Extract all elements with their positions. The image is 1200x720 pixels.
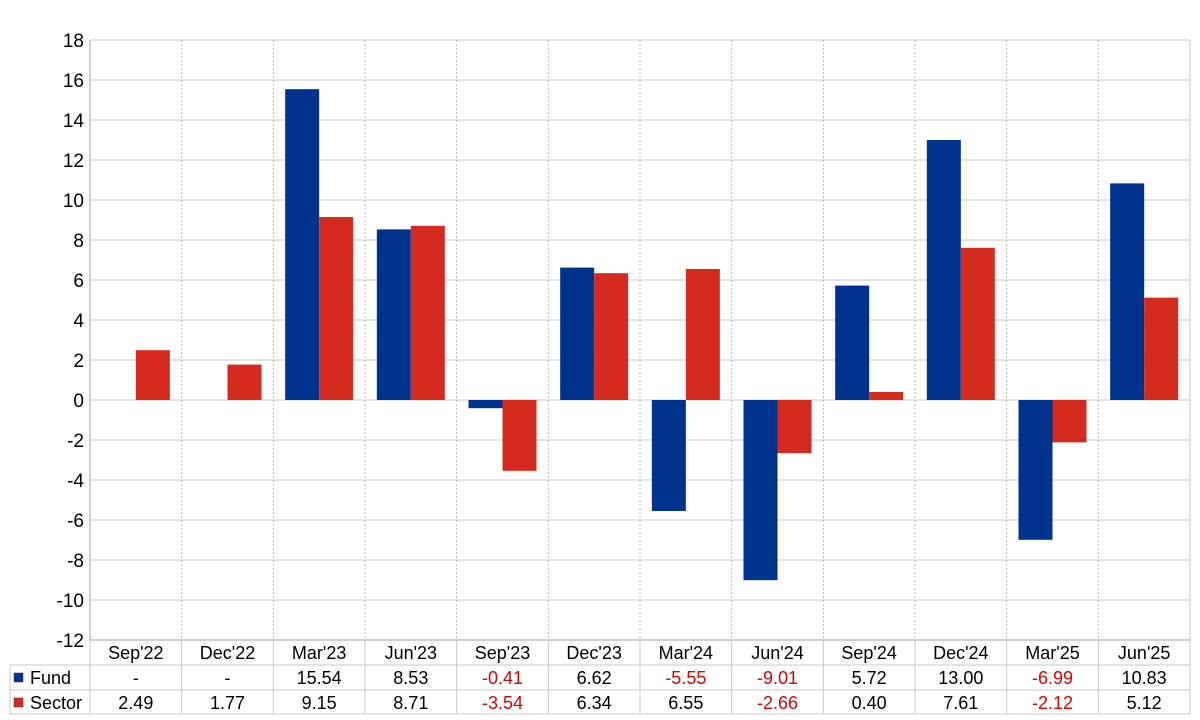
y-tick-label: 6	[73, 271, 84, 292]
bar-sector-1	[227, 364, 262, 400]
y-tick-label: 4	[73, 311, 84, 332]
x-tick-label: Dec'22	[200, 643, 255, 663]
bar-sector-6	[685, 269, 720, 400]
y-tick-label: 14	[63, 111, 85, 132]
data-table: Sep'22 Dec'22 Mar'23 Jun'23 Sep'23 Dec'23 Mar'…	[9, 639, 1191, 715]
x-tick-label: Mar'25	[1025, 643, 1079, 663]
data-label-fund-2: 15.54	[297, 668, 342, 688]
data-label-fund-5: 6.62	[577, 668, 612, 688]
data-label-fund-4: -0.41	[482, 668, 523, 688]
data-label-fund-1: -	[225, 668, 231, 688]
data-label-sector-9: 7.61	[943, 693, 978, 713]
bar-sector-0	[135, 350, 170, 400]
y-tick-label: 18	[63, 31, 84, 52]
bar-fund-4	[468, 400, 503, 409]
bar-fund-3	[376, 229, 411, 400]
data-label-fund-7: -9.01	[757, 668, 798, 688]
bar-sector-10	[1052, 400, 1087, 443]
data-label-fund-11: 10.83	[1122, 668, 1167, 688]
y-tick-label: 2	[73, 351, 84, 372]
y-tick-label: -12	[57, 631, 84, 652]
y-tick-label: -10	[57, 591, 84, 612]
y-tick-label: 0	[73, 391, 84, 412]
y-tick-label: 12	[63, 151, 84, 172]
x-tick-label: Sep'22	[108, 643, 164, 663]
data-label-fund-10: -6.99	[1032, 668, 1073, 688]
data-label-sector-4: -3.54	[482, 693, 523, 713]
data-label-sector-6: 6.55	[668, 693, 703, 713]
bar-fund-11	[1110, 183, 1145, 400]
y-tick-label: -4	[67, 471, 84, 492]
bars	[135, 89, 1179, 581]
bar-fund-5	[560, 267, 595, 400]
data-label-fund-9: 13.00	[938, 668, 983, 688]
bar-fund-9	[926, 140, 961, 400]
bar-fund-6	[651, 400, 686, 511]
data-label-sector-3: 8.71	[393, 693, 428, 713]
data-label-sector-7: -2.66	[757, 693, 798, 713]
data-label-fund-6: -5.55	[665, 668, 706, 688]
legend-swatch-sector	[13, 697, 24, 708]
x-tick-label: Mar'24	[659, 643, 713, 663]
y-tick-label: 8	[73, 231, 84, 252]
data-label-sector-11: 5.12	[1127, 693, 1162, 713]
data-label-sector-5: 6.34	[577, 693, 612, 713]
x-tick-label: Jun'23	[385, 643, 437, 663]
bar-sector-3	[410, 225, 445, 400]
grid-lines	[89, 39, 1191, 641]
x-tick-label: Sep'23	[475, 643, 531, 663]
bar-fund-8	[835, 285, 870, 400]
x-tick-label: Jun'24	[751, 643, 803, 663]
y-tick-label: 10	[63, 191, 84, 212]
legend-label-sector: Sector	[30, 693, 82, 713]
bar-sector-7	[777, 400, 812, 454]
y-tick-label: -2	[67, 431, 84, 452]
bar-fund-7	[743, 400, 778, 581]
data-label-sector-8: 0.40	[852, 693, 887, 713]
data-label-sector-0: 2.49	[118, 693, 153, 713]
legend-swatch-fund	[13, 672, 24, 683]
bar-sector-4	[502, 400, 537, 471]
bar-sector-5	[594, 273, 629, 400]
y-tick-label: -6	[67, 511, 84, 532]
bar-fund-10	[1018, 400, 1053, 540]
x-tick-label: Dec'23	[566, 643, 621, 663]
x-tick-label: Sep'24	[841, 643, 897, 663]
data-label-sector-10: -2.12	[1032, 693, 1073, 713]
y-axis: -12 -10 -8 -6 -4 -2 0 2 4 6 8 10 12 14 16 18	[57, 31, 85, 652]
data-label-sector-2: 9.15	[302, 693, 337, 713]
bar-sector-2	[319, 217, 354, 400]
x-tick-label: Mar'23	[292, 643, 346, 663]
y-tick-label: 16	[63, 71, 84, 92]
bar-sector-9	[960, 247, 995, 400]
legend-label-fund: Fund	[30, 668, 71, 688]
bar-sector-8	[869, 392, 904, 400]
data-label-sector-1: 1.77	[210, 693, 245, 713]
data-label-fund-8: 5.72	[852, 668, 887, 688]
x-tick-label: Dec'24	[933, 643, 988, 663]
data-label-fund-3: 8.53	[393, 668, 428, 688]
bar-fund-2	[285, 89, 320, 400]
x-tick-label: Jun'25	[1118, 643, 1170, 663]
y-tick-label: -8	[67, 551, 84, 572]
bar-sector-11	[1144, 297, 1179, 400]
data-label-fund-0: -	[133, 668, 139, 688]
